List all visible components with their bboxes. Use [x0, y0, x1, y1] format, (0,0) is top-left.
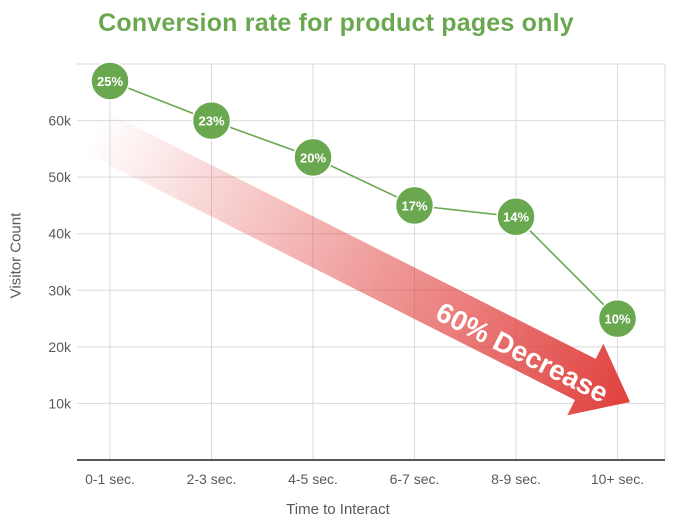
data-point-marker: [90, 61, 130, 101]
series: 25% 23% 20% 17% 14% 10%: [90, 61, 638, 339]
y-tick-label: 10k: [48, 395, 72, 411]
x-tick-label: 4-5 sec.: [288, 471, 338, 487]
data-point-marker: [394, 185, 435, 226]
x-tick-label: 2-3 sec.: [187, 471, 237, 487]
data-point-marker: [293, 137, 333, 178]
y-tick-label: 60k: [48, 113, 72, 129]
data-point-marker: [191, 100, 232, 141]
data-point-marker: [597, 298, 638, 339]
y-tick-label: 50k: [48, 169, 72, 185]
x-tick-label: 6-7 sec.: [390, 471, 440, 487]
y-tick-label: 40k: [48, 226, 72, 242]
axes: 10k 20k 30k 40k 50k 60k 0-1 sec. 2-3 sec. 4-5 se…: [48, 113, 665, 487]
data-point-label: 25%: [97, 74, 123, 89]
y-tick-label: 30k: [48, 282, 72, 298]
arrow-label: 60% Decrease: [431, 296, 613, 409]
chart-title: Conversion rate for product pages only: [98, 9, 574, 37]
decrease-arrow: 60% Decrease: [84, 111, 631, 416]
x-tick-label: 10+ sec.: [591, 471, 644, 487]
x-axis-title: Time to Interact: [286, 501, 390, 518]
y-axis-title: Visitor Count: [7, 212, 25, 299]
arrow-shape: [84, 111, 631, 416]
data-point-label: 23%: [198, 114, 224, 129]
data-point-marker: [496, 196, 536, 237]
data-point-label: 20%: [300, 150, 326, 165]
x-tick-label: 0-1 sec.: [85, 471, 135, 487]
x-tick-label: 8-9 sec.: [491, 471, 541, 487]
y-tick-label: 20k: [48, 339, 72, 355]
data-point-label: 17%: [401, 198, 427, 213]
data-point-label: 10%: [604, 312, 630, 327]
data-point-label: 14%: [503, 210, 529, 225]
